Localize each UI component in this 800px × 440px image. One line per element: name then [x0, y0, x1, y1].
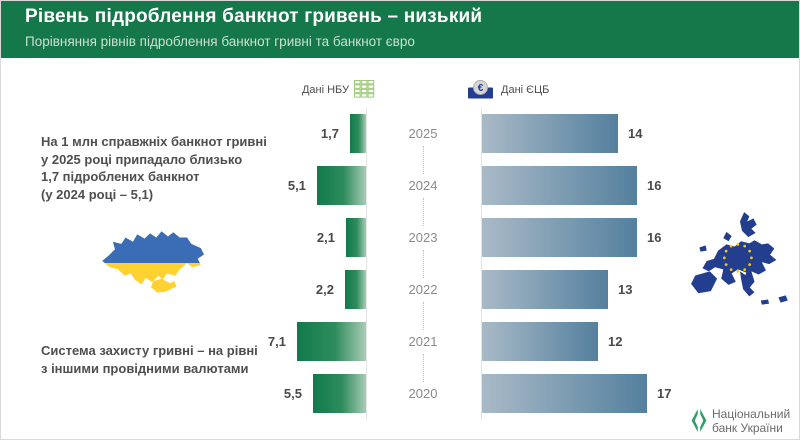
eu-star-dot — [729, 268, 733, 271]
nbu-axis-baseline — [366, 108, 367, 420]
nbu-bar — [345, 270, 366, 309]
eu-star-dot — [736, 243, 740, 246]
year-label: 2021 — [408, 333, 438, 349]
ecb-value-label: 12 — [608, 333, 623, 349]
year-dotted-line — [423, 301, 424, 330]
bottom-note: Система захисту гривні – на рівні з іншим… — [41, 342, 258, 377]
ecb-value-label: 13 — [618, 281, 633, 297]
ecb-value-label: 16 — [647, 229, 662, 245]
ecb-bar — [482, 322, 598, 361]
ecb-bar — [482, 218, 637, 257]
eu-star-dot — [736, 270, 740, 273]
nbu-value-label: 2,2 — [315, 281, 334, 297]
euro-coin-banknote-icon: € — [467, 80, 494, 104]
page-title: Рівень підроблення банкнот гривень – низ… — [25, 6, 483, 27]
text-line: з іншими провідними валютами — [41, 360, 249, 376]
nbu-bar — [346, 218, 366, 257]
year-label: 2025 — [408, 125, 438, 141]
top-note: На 1 млн справжніх банкнот гривні у 2025 … — [41, 133, 267, 203]
year-label: 2020 — [408, 385, 438, 401]
year-dotted-line — [423, 249, 424, 278]
year-label: 2024 — [408, 177, 438, 193]
ecb-bar — [482, 374, 647, 413]
legend-ecb-label: Дані ЄЦБ — [501, 84, 550, 96]
nbu-value-label: 2,1 — [316, 229, 335, 245]
svg-text:€: € — [478, 83, 484, 94]
text-line: (у 2024 році – 5,1) — [41, 186, 154, 202]
ecb-bar — [482, 270, 608, 309]
eu-star-dot — [750, 256, 753, 260]
eu-star-dot — [724, 263, 728, 266]
year-dotted-line — [423, 145, 424, 174]
ecb-value-label: 16 — [647, 177, 662, 193]
year-label: 2022 — [408, 281, 438, 297]
nbu-value-label: 7,1 — [267, 333, 286, 349]
eu-map-icon — [689, 209, 793, 318]
eu-star-dot — [748, 263, 751, 266]
year-dotted-line — [423, 353, 424, 382]
legend-nbu-label: Дані НБУ — [301, 84, 349, 96]
nbu-logo-icon — [690, 407, 708, 439]
nbu-bar — [350, 114, 366, 153]
nbu-bar — [317, 166, 366, 205]
nbu-value-label: 5,1 — [287, 177, 306, 193]
nbu-bar — [297, 322, 366, 361]
ecb-bar — [482, 114, 618, 153]
eu-star-dot — [748, 249, 751, 253]
nbu-bar — [313, 374, 366, 413]
year-label: 2023 — [408, 229, 438, 245]
eu-star-dot — [743, 244, 746, 248]
year-dotted-line — [423, 197, 424, 226]
eu-star-dot — [743, 268, 746, 271]
hryvnia-banknotes-icon — [354, 80, 375, 103]
page-subtitle: Порівняння рівнів підроблення банкнот гр… — [25, 34, 415, 49]
eu-star-dot — [729, 244, 733, 248]
eu-stars-circle — [723, 243, 753, 273]
eu-star-dot — [723, 256, 726, 260]
org-name-line1: Національний — [712, 407, 791, 421]
text-line: у 2025 році припадало близько — [41, 151, 243, 167]
org-name-line2: банк України — [712, 420, 783, 435]
ecb-value-label: 17 — [657, 385, 672, 401]
org-name: Національний банк України — [712, 407, 791, 435]
ecb-value-label: 14 — [628, 125, 643, 141]
text-line: Система захисту гривні – на рівні — [41, 343, 258, 358]
header: Рівень підроблення банкнот гривень – низ… — [1, 1, 799, 58]
ecb-axis-baseline — [481, 108, 482, 420]
text-line: 1,7 підроблених банкнот — [41, 169, 200, 184]
nbu-value-label: 1,7 — [320, 125, 339, 141]
text-line: На 1 млн справжніх банкнот гривні — [41, 134, 267, 149]
ecb-bar — [482, 166, 637, 205]
nbu-value-label: 5,5 — [283, 385, 302, 401]
eu-star-dot — [724, 249, 728, 253]
ukraine-map-icon — [98, 228, 204, 303]
